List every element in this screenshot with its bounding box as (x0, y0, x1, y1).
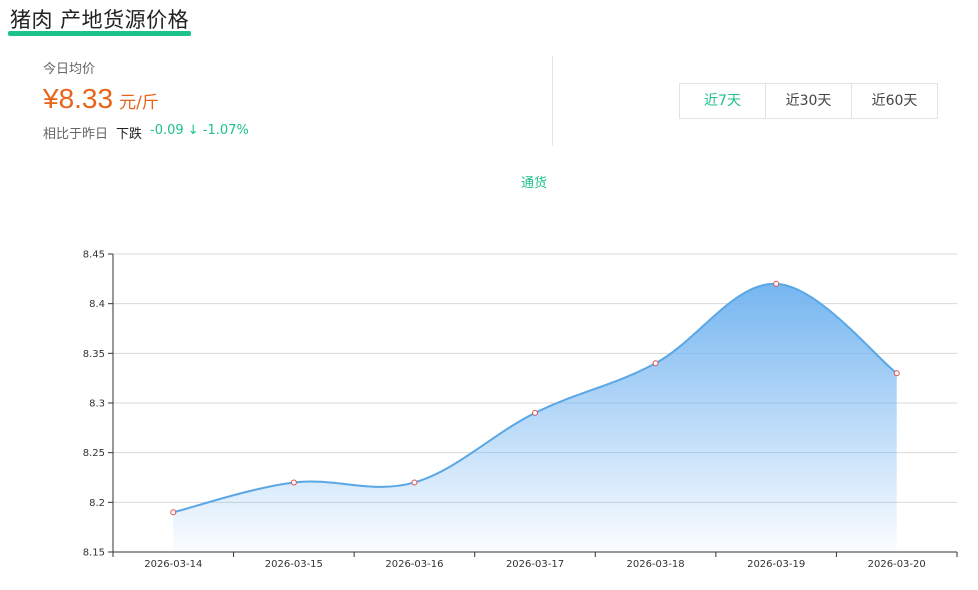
y-tick-label: 8.3 (89, 399, 105, 410)
data-point[interactable] (411, 479, 418, 486)
vertical-divider (552, 56, 553, 146)
page-title-wrap: 猪肉 产地货源价格 (8, 6, 192, 36)
x-tick-label: 2026-03-17 (506, 559, 564, 570)
y-tick-label: 8.35 (83, 349, 105, 360)
trend-text: 下跌 (116, 127, 143, 142)
data-point[interactable] (652, 360, 659, 367)
avg-price-label: 今日均价 (43, 62, 96, 77)
compare-row: 相比于昨日 下跌 -0.09 ↓ -1.07% (43, 123, 249, 142)
data-point[interactable] (893, 370, 900, 377)
data-point[interactable] (170, 509, 177, 516)
change-value: -0.09 ↓ -1.07% (150, 123, 249, 138)
x-tick-label: 2026-03-15 (265, 559, 323, 570)
y-tick-label: 8.4 (89, 299, 105, 310)
y-tick-label: 8.25 (83, 448, 105, 459)
y-tick-label: 8.15 (83, 548, 105, 559)
tab-60-days[interactable]: 近60天 (851, 84, 937, 118)
data-point[interactable] (532, 409, 538, 416)
x-tick-label: 2026-03-14 (144, 559, 202, 570)
x-tick-label: 2026-03-19 (747, 559, 805, 570)
x-tick-label: 2026-03-20 (868, 559, 926, 570)
price-unit: 元/斤 (119, 93, 159, 113)
price-row: ¥8.33 元/斤 (43, 83, 249, 115)
price-summary: 今日均价 ¥8.33 元/斤 相比于昨日 下跌 -0.09 ↓ -1.07% (43, 58, 249, 142)
page-title: 猪肉 产地货源价格 (8, 8, 192, 36)
x-tick-label: 2026-03-16 (385, 559, 443, 570)
y-tick-label: 8.2 (89, 498, 105, 509)
series-area (173, 283, 897, 552)
y-tick-label: 8.45 (83, 250, 105, 261)
range-tabs: 近7天 近30天 近60天 (679, 83, 938, 119)
compare-label: 相比于昨日 (43, 127, 109, 142)
x-tick-label: 2026-03-18 (627, 559, 685, 570)
avg-price-value: ¥8.33 (43, 83, 114, 114)
tab-30-days[interactable]: 近30天 (765, 84, 851, 118)
tab-7-days[interactable]: 近7天 (704, 93, 741, 109)
data-point[interactable] (773, 280, 780, 287)
chart-legend-item[interactable]: 通货 (520, 176, 547, 191)
data-point[interactable] (290, 479, 297, 486)
